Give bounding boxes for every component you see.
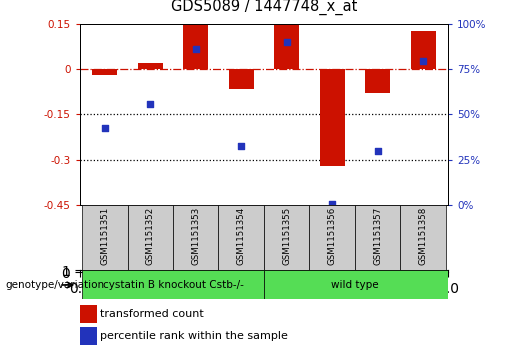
Text: genotype/variation: genotype/variation	[5, 280, 104, 290]
Text: GSM1151356: GSM1151356	[328, 207, 337, 265]
Point	[192, 46, 200, 52]
Bar	[320, 69, 345, 166]
Text: transformed count: transformed count	[100, 309, 204, 319]
Bar	[310, 205, 355, 270]
Bar	[264, 270, 469, 299]
Bar	[274, 24, 299, 69]
Point	[419, 58, 427, 64]
Point	[146, 101, 154, 107]
Text: GSM1151354: GSM1151354	[237, 207, 246, 265]
Bar	[355, 205, 400, 270]
Bar	[365, 69, 390, 93]
Text: GSM1151358: GSM1151358	[419, 207, 427, 265]
Bar	[410, 31, 436, 69]
Bar	[218, 205, 264, 270]
Text: GSM1151352: GSM1151352	[146, 207, 155, 265]
Text: GSM1151355: GSM1151355	[282, 207, 291, 265]
Text: GDS5089 / 1447748_x_at: GDS5089 / 1447748_x_at	[171, 0, 357, 15]
Bar	[183, 24, 208, 69]
Text: cystatin B knockout Cstb-/-: cystatin B knockout Cstb-/-	[102, 280, 244, 290]
Point	[237, 143, 245, 149]
Text: GSM1151351: GSM1151351	[100, 207, 109, 265]
Point	[328, 201, 336, 207]
Bar	[264, 205, 310, 270]
Bar	[82, 270, 264, 299]
Bar	[80, 305, 97, 322]
Text: GSM1151357: GSM1151357	[373, 207, 382, 265]
Bar	[138, 63, 163, 69]
Text: percentile rank within the sample: percentile rank within the sample	[100, 331, 288, 341]
Bar	[80, 327, 97, 345]
Bar	[229, 69, 254, 89]
Bar	[400, 205, 446, 270]
Text: GSM1151353: GSM1151353	[191, 207, 200, 265]
Text: wild type: wild type	[331, 280, 379, 290]
Bar	[92, 69, 117, 75]
Point	[283, 39, 291, 45]
Point	[373, 148, 382, 154]
Bar	[173, 205, 218, 270]
Bar	[128, 205, 173, 270]
Bar	[82, 205, 128, 270]
Point	[101, 125, 109, 131]
